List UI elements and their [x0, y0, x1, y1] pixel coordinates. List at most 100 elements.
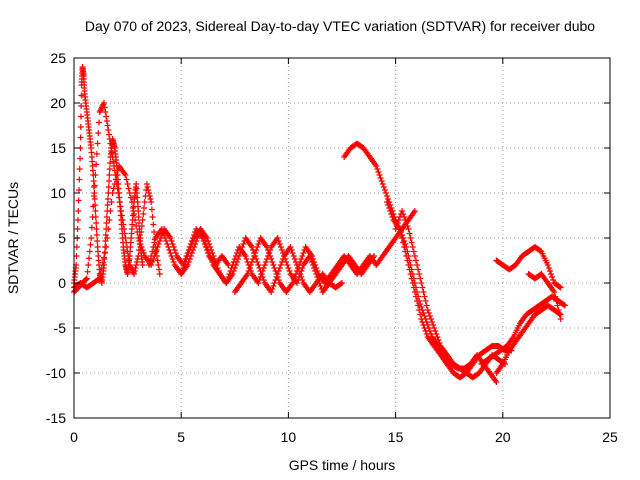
- data-point-marker: [77, 113, 84, 120]
- data-point-marker: [141, 199, 148, 205]
- data-point-marker: [405, 226, 412, 232]
- data-point-marker: [424, 307, 431, 313]
- data-point-marker: [548, 271, 555, 277]
- data-point-marker: [116, 199, 123, 205]
- data-point-marker: [434, 334, 441, 340]
- data-point-marker: [188, 241, 195, 247]
- data-point-marker: [94, 238, 101, 244]
- data-point-marker: [427, 316, 434, 322]
- data-point-marker: [310, 256, 317, 262]
- data-point-marker: [403, 244, 410, 250]
- data-point-marker: [118, 208, 125, 214]
- data-point-marker: [76, 166, 83, 172]
- data-point-marker: [421, 293, 428, 300]
- data-point-marker: [158, 226, 165, 232]
- y-tick-label: -5: [54, 320, 67, 336]
- data-point-marker: [258, 271, 265, 277]
- data-point-marker: [102, 109, 109, 115]
- data-point-marker: [146, 262, 153, 268]
- data-point-marker: [412, 257, 419, 264]
- data-point-marker: [184, 253, 191, 259]
- data-point-marker: [300, 250, 307, 256]
- data-point-marker: [277, 262, 284, 268]
- data-point-marker: [77, 124, 84, 130]
- data-point-marker: [106, 178, 113, 184]
- data-point-marker: [297, 259, 304, 265]
- data-point-marker: [125, 253, 132, 259]
- data-point-marker: [111, 181, 118, 187]
- data-point-marker: [392, 226, 399, 232]
- data-point-marker: [141, 205, 148, 211]
- data-point-marker: [254, 244, 261, 250]
- data-point-marker: [133, 262, 140, 268]
- data-point-marker: [156, 271, 163, 277]
- data-point-marker: [146, 193, 153, 199]
- data-point-marker: [275, 238, 282, 244]
- data-point-marker: [289, 280, 296, 286]
- data-point-marker: [376, 172, 383, 178]
- data-point-marker: [93, 226, 100, 232]
- x-tick-label: 10: [281, 429, 297, 445]
- data-point-marker: [394, 220, 401, 226]
- data-point-marker: [170, 244, 177, 250]
- data-point-marker: [118, 212, 125, 219]
- data-point-marker: [103, 113, 110, 120]
- data-point-marker: [75, 208, 82, 214]
- data-point-marker: [97, 270, 104, 277]
- data-point-marker: [421, 313, 428, 319]
- data-point-marker: [122, 172, 129, 178]
- data-point-marker: [105, 184, 112, 190]
- data-point-marker: [150, 244, 157, 250]
- data-point-marker: [93, 161, 100, 168]
- data-point-marker: [231, 256, 238, 262]
- data-point-marker: [115, 190, 122, 196]
- data-point-marker: [123, 176, 130, 183]
- data-point-marker: [88, 235, 95, 241]
- data-point-marker: [411, 208, 418, 214]
- data-point-marker: [180, 265, 187, 271]
- data-point-marker: [119, 217, 126, 223]
- data-point-marker: [254, 259, 261, 265]
- x-tick-label: 15: [388, 429, 404, 445]
- data-point-marker: [103, 244, 110, 250]
- data-point-marker: [286, 268, 293, 274]
- data-point-marker: [414, 262, 421, 268]
- data-point-marker: [110, 185, 117, 192]
- data-point-marker: [135, 214, 142, 220]
- data-point-marker: [433, 331, 440, 337]
- data-marks: [71, 64, 568, 385]
- data-point-marker: [186, 247, 193, 253]
- data-point-marker: [401, 214, 408, 220]
- data-point-marker: [132, 265, 139, 271]
- data-point-marker: [374, 166, 381, 172]
- data-point-marker: [106, 136, 113, 142]
- data-point-marker: [109, 190, 116, 196]
- data-point-marker: [139, 217, 146, 223]
- data-point-marker: [551, 289, 558, 295]
- data-point-marker: [122, 235, 129, 241]
- data-point-marker: [560, 301, 567, 308]
- data-point-marker: [405, 253, 412, 259]
- data-point-marker: [417, 301, 424, 307]
- data-point-marker: [406, 257, 413, 264]
- data-point-marker: [415, 266, 422, 273]
- data-point-marker: [403, 220, 410, 226]
- data-point-marker: [127, 194, 134, 201]
- data-point-marker: [408, 266, 415, 273]
- data-point-marker: [113, 172, 120, 178]
- data-point-marker: [108, 149, 115, 156]
- data-point-marker: [108, 199, 115, 205]
- data-point-marker: [243, 256, 250, 262]
- data-point-marker: [209, 259, 216, 265]
- data-point-marker: [108, 145, 115, 151]
- data-point-marker: [161, 232, 168, 238]
- data-point-marker: [339, 280, 345, 286]
- data-point-marker: [242, 253, 249, 259]
- data-point-marker: [415, 293, 422, 300]
- data-point-marker: [276, 265, 283, 271]
- data-point-marker: [136, 238, 143, 244]
- data-point-marker: [229, 262, 236, 268]
- data-point-marker: [384, 193, 391, 199]
- data-point-marker: [268, 289, 275, 295]
- data-point-marker: [411, 280, 418, 286]
